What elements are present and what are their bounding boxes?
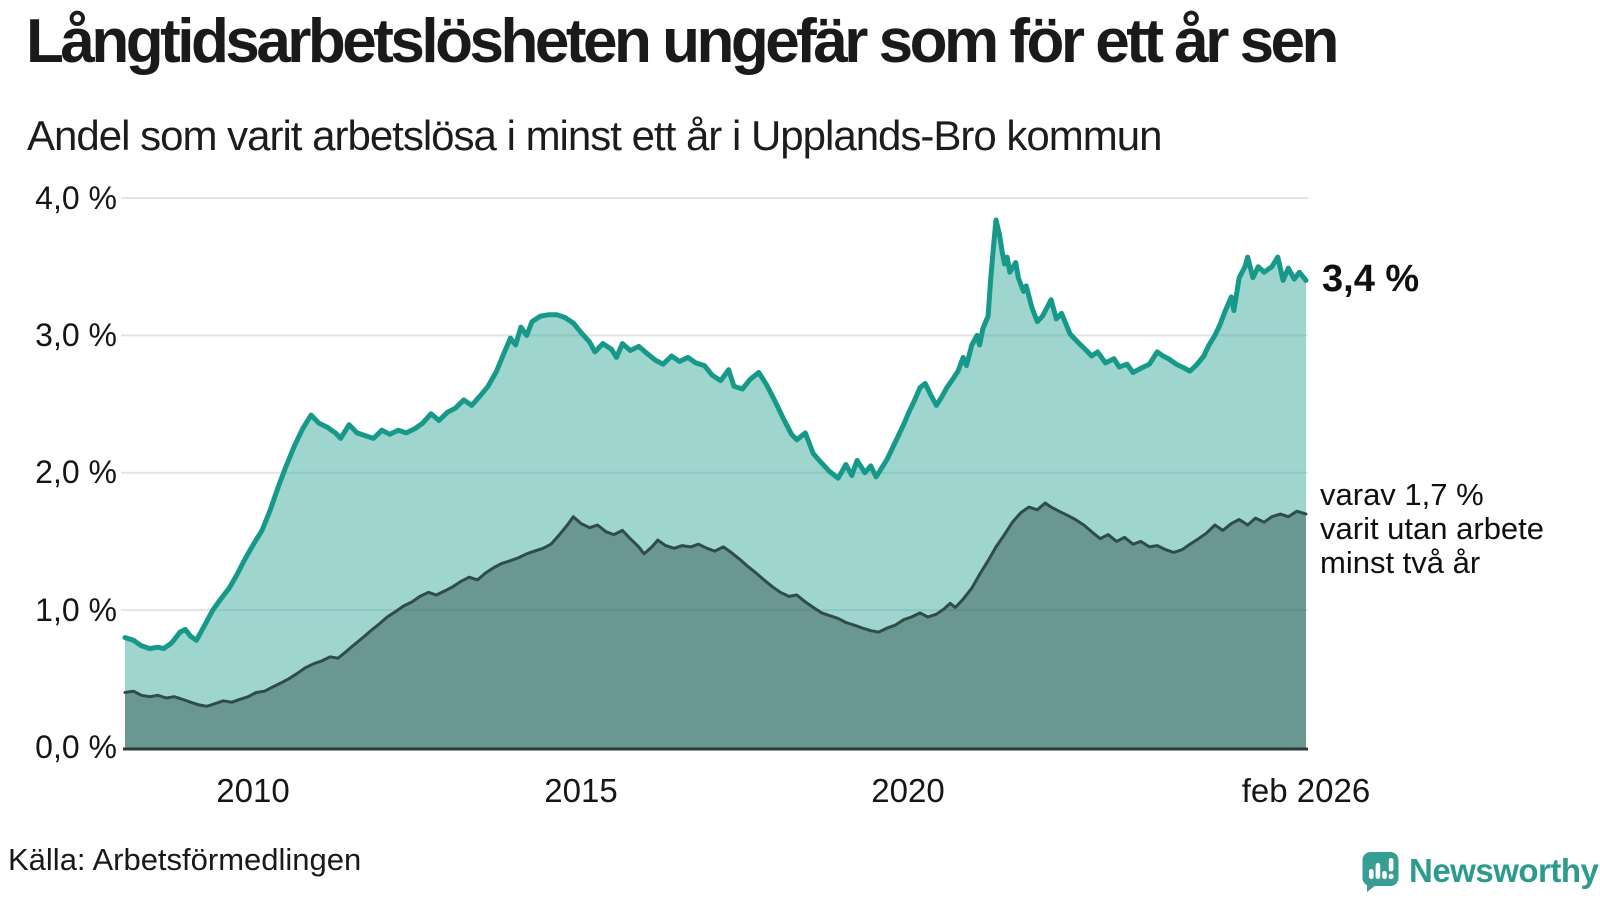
y-axis-tick-label: 4,0 %: [35, 180, 117, 216]
subset-annotation: varav 1,7 % varit utan arbete minst två …: [1320, 478, 1544, 580]
y-axis-tick-label: 2,0 %: [35, 454, 117, 490]
latest-value-label: 3,4 %: [1322, 258, 1420, 300]
page-title: Långtidsarbetslösheten ungefär som för e…: [26, 7, 1339, 76]
newsworthy-wordmark: Newsworthy: [1409, 852, 1599, 889]
subset-annotation-line: varav 1,7 %: [1320, 477, 1484, 512]
y-axis-tick-label: 3,0 %: [35, 317, 117, 353]
line-series-1: [122, 217, 1309, 652]
source-credit: Källa: Arbetsförmedlingen: [8, 842, 362, 877]
newsworthy-branding: Newsworthy: [1362, 851, 1599, 893]
x-axis-tick-label: 2015: [544, 772, 618, 809]
x-axis-tick-label: 2020: [871, 772, 945, 809]
area-series-2: [125, 503, 1306, 748]
subset-annotation-line: varit utan arbete: [1320, 511, 1545, 546]
subset-annotation-line: minst två år: [1320, 545, 1481, 580]
x-axis-tick-label: 2010: [216, 772, 290, 809]
chart-subtitle: Andel som varit arbetslösa i minst ett å…: [27, 112, 1162, 159]
x-axis-tick-label: feb 2026: [1241, 772, 1371, 809]
y-axis-tick-label: 0,0 %: [35, 729, 117, 765]
y-axis-tick-label: 1,0 %: [35, 592, 117, 628]
area-series-1: [125, 220, 1306, 748]
newsworthy-logo-icon: [1362, 852, 1399, 892]
line-series-2: [123, 501, 1308, 708]
